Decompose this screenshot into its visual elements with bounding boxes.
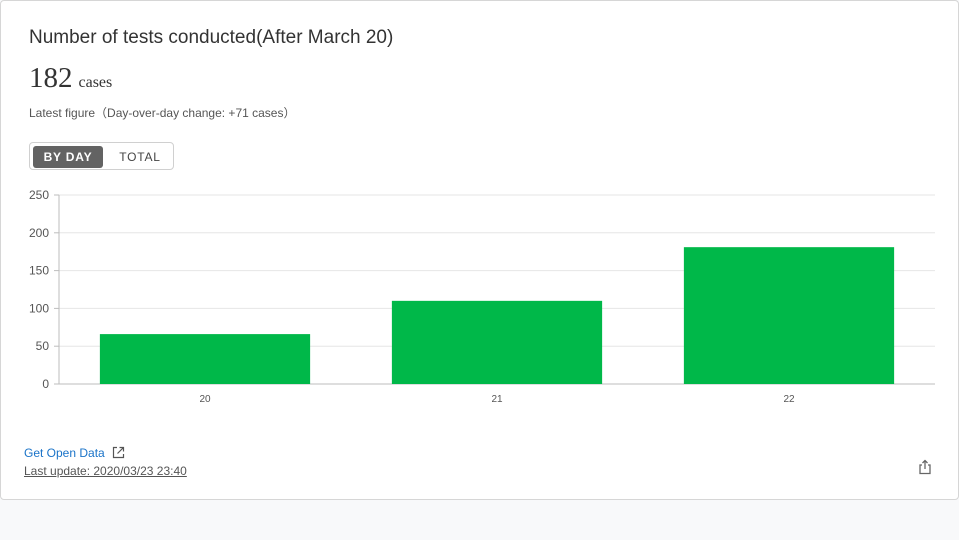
y-tick-label: 50: [36, 339, 50, 353]
last-update: Last update: 2020/03/23 23:40: [24, 464, 187, 478]
external-link-icon: [112, 446, 125, 462]
y-tick-label: 250: [29, 188, 49, 202]
card-title: Number of tests conducted(After March 20…: [29, 27, 394, 48]
y-tick-label: 150: [29, 264, 49, 278]
bar-layer: [99, 247, 895, 384]
open-data-label[interactable]: Get Open Data: [24, 446, 105, 460]
total-button[interactable]: TOTAL: [119, 150, 161, 164]
figure-unit: cases: [78, 74, 113, 91]
figure-value: 182: [29, 62, 73, 94]
y-tick-label: 100: [29, 301, 49, 315]
share-icon[interactable]: [917, 459, 933, 475]
by-day-button[interactable]: BY DAY: [33, 146, 103, 168]
bar-21: [391, 300, 603, 384]
bar-20: [99, 334, 311, 384]
bar-chart: 0 50 100 150 200 250 20 21 22: [29, 188, 935, 405]
view-toggle: BY DAY TOTAL: [29, 142, 174, 170]
open-data-link[interactable]: Get Open Data: [24, 446, 125, 462]
y-tick-label: 200: [29, 226, 49, 240]
axis-layer: 0 50 100 150 200 250 20 21 22: [29, 188, 795, 405]
tests-card: Number of tests conducted(After March 20…: [0, 0, 959, 500]
x-tick-label: 21: [491, 394, 503, 405]
y-tick-label: 0: [42, 377, 49, 391]
x-tick-label: 22: [783, 394, 795, 405]
x-tick-label: 20: [199, 394, 211, 405]
figure-subtitle: Latest figure（Day-over-day change: +71 c…: [29, 106, 296, 120]
bar-22: [683, 247, 895, 384]
latest-figure: 182 cases: [29, 62, 112, 95]
